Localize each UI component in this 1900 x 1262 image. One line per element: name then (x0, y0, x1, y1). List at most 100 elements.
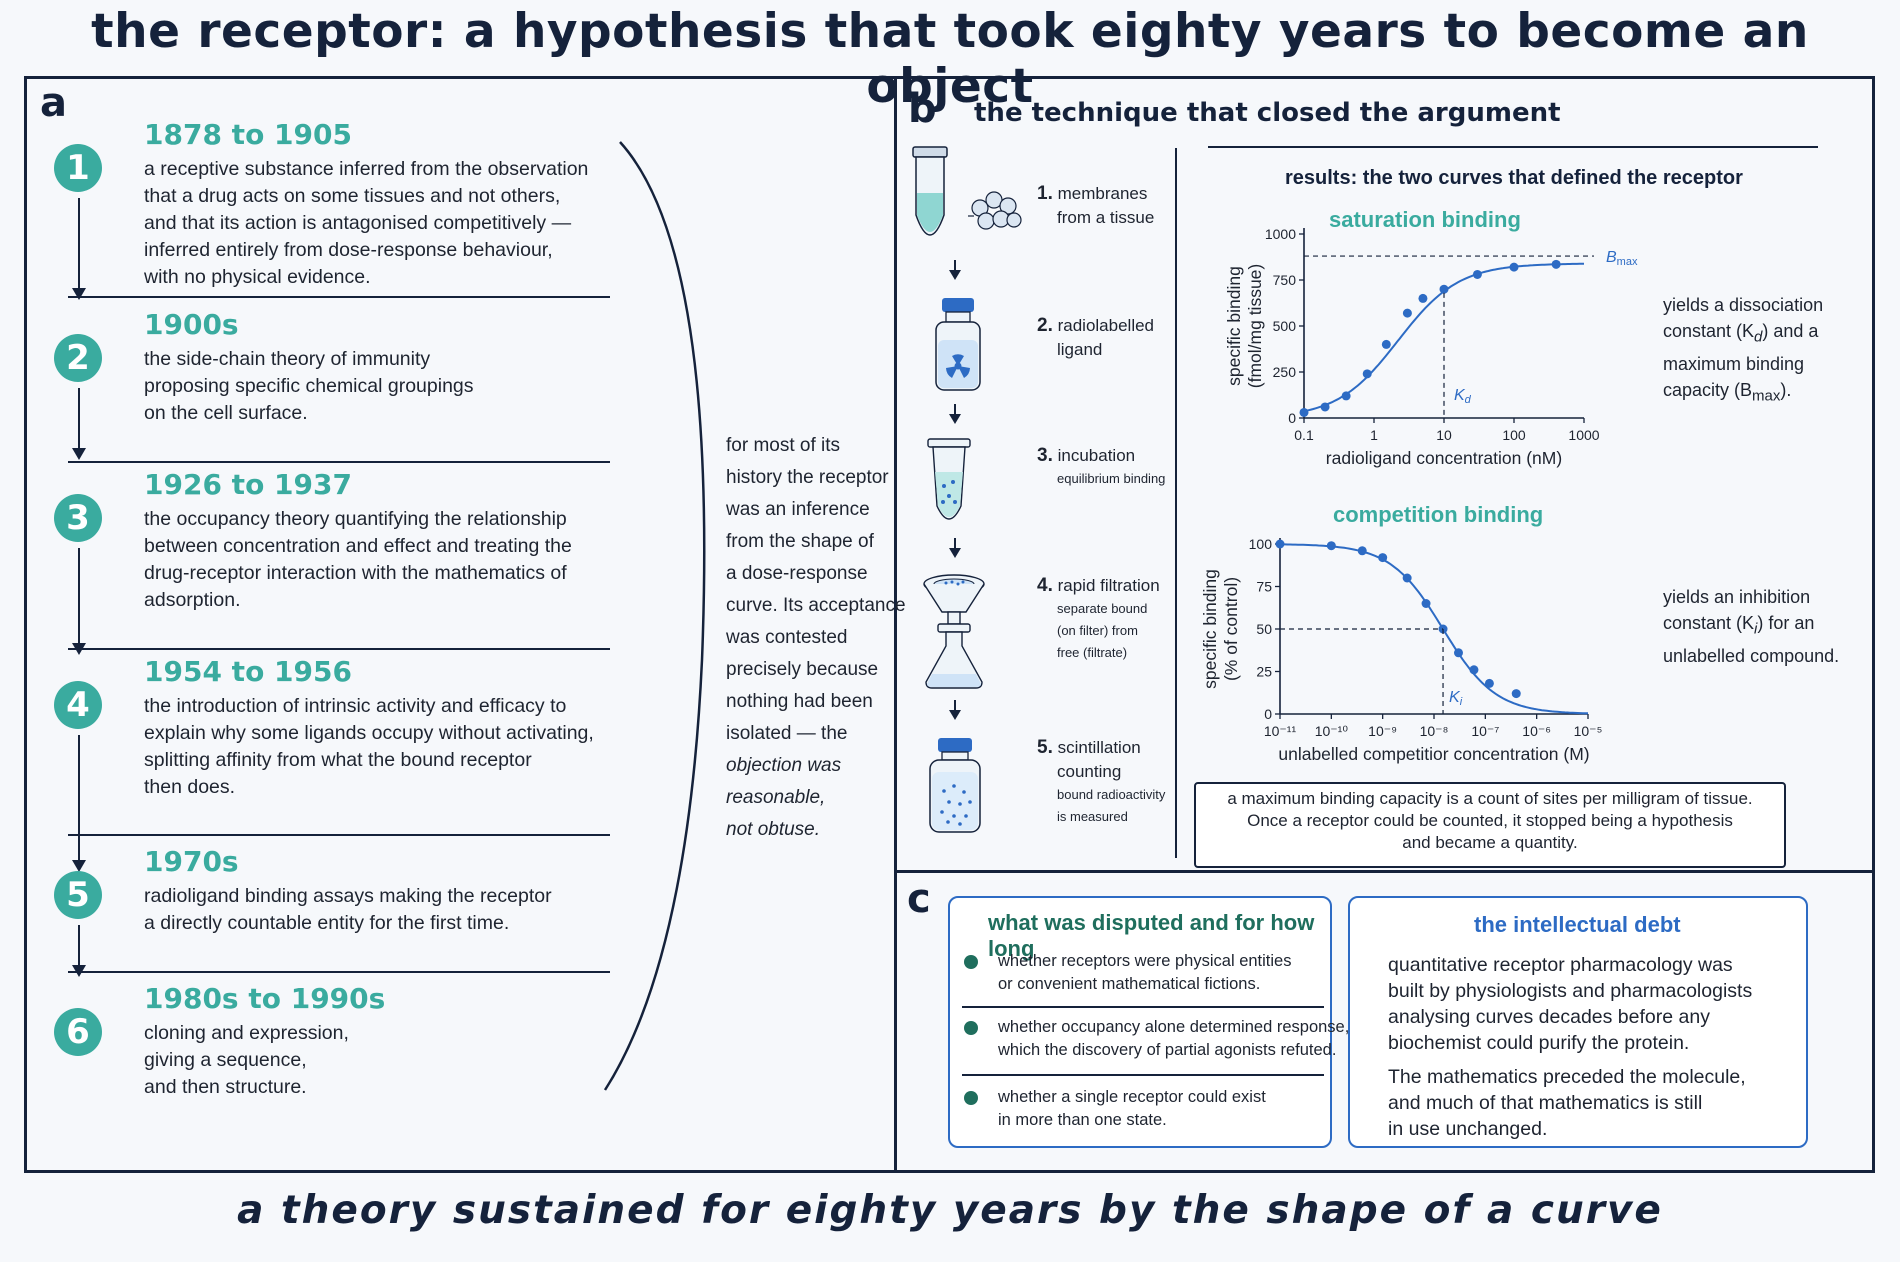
timeline-description-line: splitting affinity from what the bound r… (144, 749, 532, 771)
timeline-description-line: the introduction of intrinsic activity a… (144, 695, 567, 717)
data-point (1357, 546, 1367, 556)
saturation-chart-title: saturation binding (1329, 207, 1521, 232)
side-note-line: for most of its (726, 435, 841, 456)
y-axis-label: specific binding(% of control) (1200, 569, 1241, 689)
x-tick-label: 10⁻⁵ (1574, 723, 1603, 739)
step-detail: is measured (1057, 809, 1128, 824)
technique-step: 1. membranes from a tissue (1037, 182, 1154, 230)
step-label-line2: ligand (1057, 340, 1103, 359)
data-point (1551, 259, 1561, 269)
timeline-description-line: that a drug acts on some tissues and not… (144, 185, 561, 207)
timeline-description-line: cloning and expression, (144, 1022, 349, 1044)
step-number: 2. (1037, 315, 1053, 336)
panel-b-letter: b (908, 86, 937, 132)
timeline-description-line: drug-receptor interaction with the mathe… (144, 562, 567, 584)
step-detail: (on filter) from (1057, 623, 1138, 638)
data-point (1402, 573, 1412, 583)
timeline-period: 1926 to 1937 (144, 468, 352, 501)
y-tick-label: 250 (1273, 364, 1297, 380)
step-arrow (949, 538, 961, 558)
timeline-step-number: 4 (54, 681, 102, 729)
y-tick-label: 75 (1256, 579, 1272, 595)
disputed-separator (962, 1006, 1324, 1008)
timeline-description-line: the side-chain theory of immunity (144, 348, 431, 370)
timeline-description-line: adsorption. (144, 589, 241, 611)
timeline-description-line: a receptive substance inferred from the … (144, 158, 589, 180)
x-axis-label: radioligand concentration (nM) (1326, 448, 1562, 468)
binding-capacity-callout: a maximum binding capacity is a count of… (1194, 782, 1786, 868)
footer-caption: a theory sustained for eighty years by t… (237, 1188, 1663, 1233)
y-axis-label-line: specific binding (1200, 569, 1220, 689)
timeline-step-number: 6 (54, 1008, 102, 1056)
x-tick-label: 1 (1370, 427, 1378, 443)
timeline-description-line: the occupancy theory quantifying the rel… (144, 508, 567, 530)
side-note-line: objection was (726, 755, 842, 776)
y-tick-label: 1000 (1265, 226, 1296, 242)
disputed-item: whether receptors were physical entities… (998, 950, 1291, 996)
disputed-item-line: whether receptors were physical entities (998, 952, 1292, 970)
bmax-subscript: max (1617, 256, 1638, 268)
kd-label: Kd (1454, 387, 1472, 406)
debt-paragraph-2: The mathematics preceded the molecule, a… (1388, 1066, 1746, 1140)
timeline-separator (68, 834, 610, 836)
timeline-description-line: and that its action is antagonised compe… (144, 212, 572, 234)
saturation-binding-chart: 0 250 500 750 1000 0.1 1 10 100 1000 radioligand c… (1224, 226, 1638, 468)
bullet-icon (964, 1091, 978, 1105)
data-point (1275, 539, 1285, 549)
step-detail: free (filtrate) (1057, 645, 1128, 660)
timeline-description-line: on the cell surface. (144, 402, 308, 424)
y-axis-label: specific binding(fmol/mg tissue) (1224, 264, 1265, 388)
timeline-bracket (603, 141, 706, 1091)
data-point (1402, 308, 1412, 318)
data-point (1341, 391, 1351, 401)
x-tick-label: 10⁻⁹ (1368, 723, 1397, 739)
filtration-funnel-icon (923, 574, 985, 689)
debt-title: the intellectual debt (1474, 912, 1681, 937)
timeline-period: 1970s (144, 845, 239, 878)
side-note-line: isolated — the (726, 723, 848, 744)
side-note-line: was an inference (726, 499, 870, 520)
y-tick-label: 500 (1273, 318, 1297, 334)
timeline-description: cloning and expression, giving a sequence… (144, 1020, 349, 1101)
x-tick-label: 0.1 (1294, 427, 1314, 443)
y-axis-label-line: (% of control) (1221, 577, 1241, 681)
bullet-icon (964, 1021, 978, 1035)
side-note-line: a dose-response (726, 563, 868, 584)
disputed-item: whether occupancy alone determined respo… (998, 1016, 1349, 1062)
competition-yields-text: yields an inhibition constant (Ki) for a… (1663, 587, 1840, 666)
data-point (1320, 402, 1330, 412)
x-axis-label: unlabelled competitior concentration (M) (1278, 744, 1589, 764)
disputed-item-line: in more than one state. (998, 1111, 1167, 1129)
y-tick-label: 750 (1273, 272, 1297, 288)
timeline-separator (68, 648, 610, 650)
timeline-description: the side-chain theory of immunity proposi… (144, 346, 474, 427)
step-label: scintillation (1057, 738, 1141, 757)
x-tick-label: 10⁻¹¹ (1264, 723, 1297, 739)
timeline-description-line: between concentration and effect and tre… (144, 535, 572, 557)
side-note-line: precisely because (726, 659, 879, 680)
side-note-line: nothing had been (726, 691, 873, 712)
x-tick-label: 10⁻⁷ (1471, 723, 1499, 739)
step-detail: equilibrium binding (1057, 471, 1166, 486)
timeline-separator (68, 971, 610, 973)
timeline-arrow (72, 198, 86, 300)
side-note-line: curve. Its acceptance (726, 595, 906, 616)
timeline-period: 1954 to 1956 (144, 655, 352, 688)
y-tick-label: 50 (1256, 621, 1272, 637)
data-point (1299, 407, 1309, 417)
disputed-item-line: or convenient mathematical fictions. (998, 975, 1261, 993)
timeline-description-line: explain why some ligands occupy without … (144, 722, 594, 744)
timeline-separator (68, 461, 610, 463)
x-tick-label: 100 (1502, 427, 1526, 443)
ki-subscript: i (1460, 696, 1463, 708)
step-arrow (949, 260, 961, 280)
panel-a-letter: a (40, 80, 67, 126)
step-detail: bound radioactivity (1057, 787, 1166, 802)
data-point (1439, 284, 1449, 294)
timeline-step-number: 3 (54, 494, 102, 542)
y-tick-label: 0 (1264, 706, 1272, 722)
disputed-item-line: whether a single receptor could exist (998, 1088, 1266, 1106)
panel-c-frame (894, 870, 1875, 1173)
timeline-arrow (72, 735, 86, 872)
data-point (1484, 678, 1494, 688)
